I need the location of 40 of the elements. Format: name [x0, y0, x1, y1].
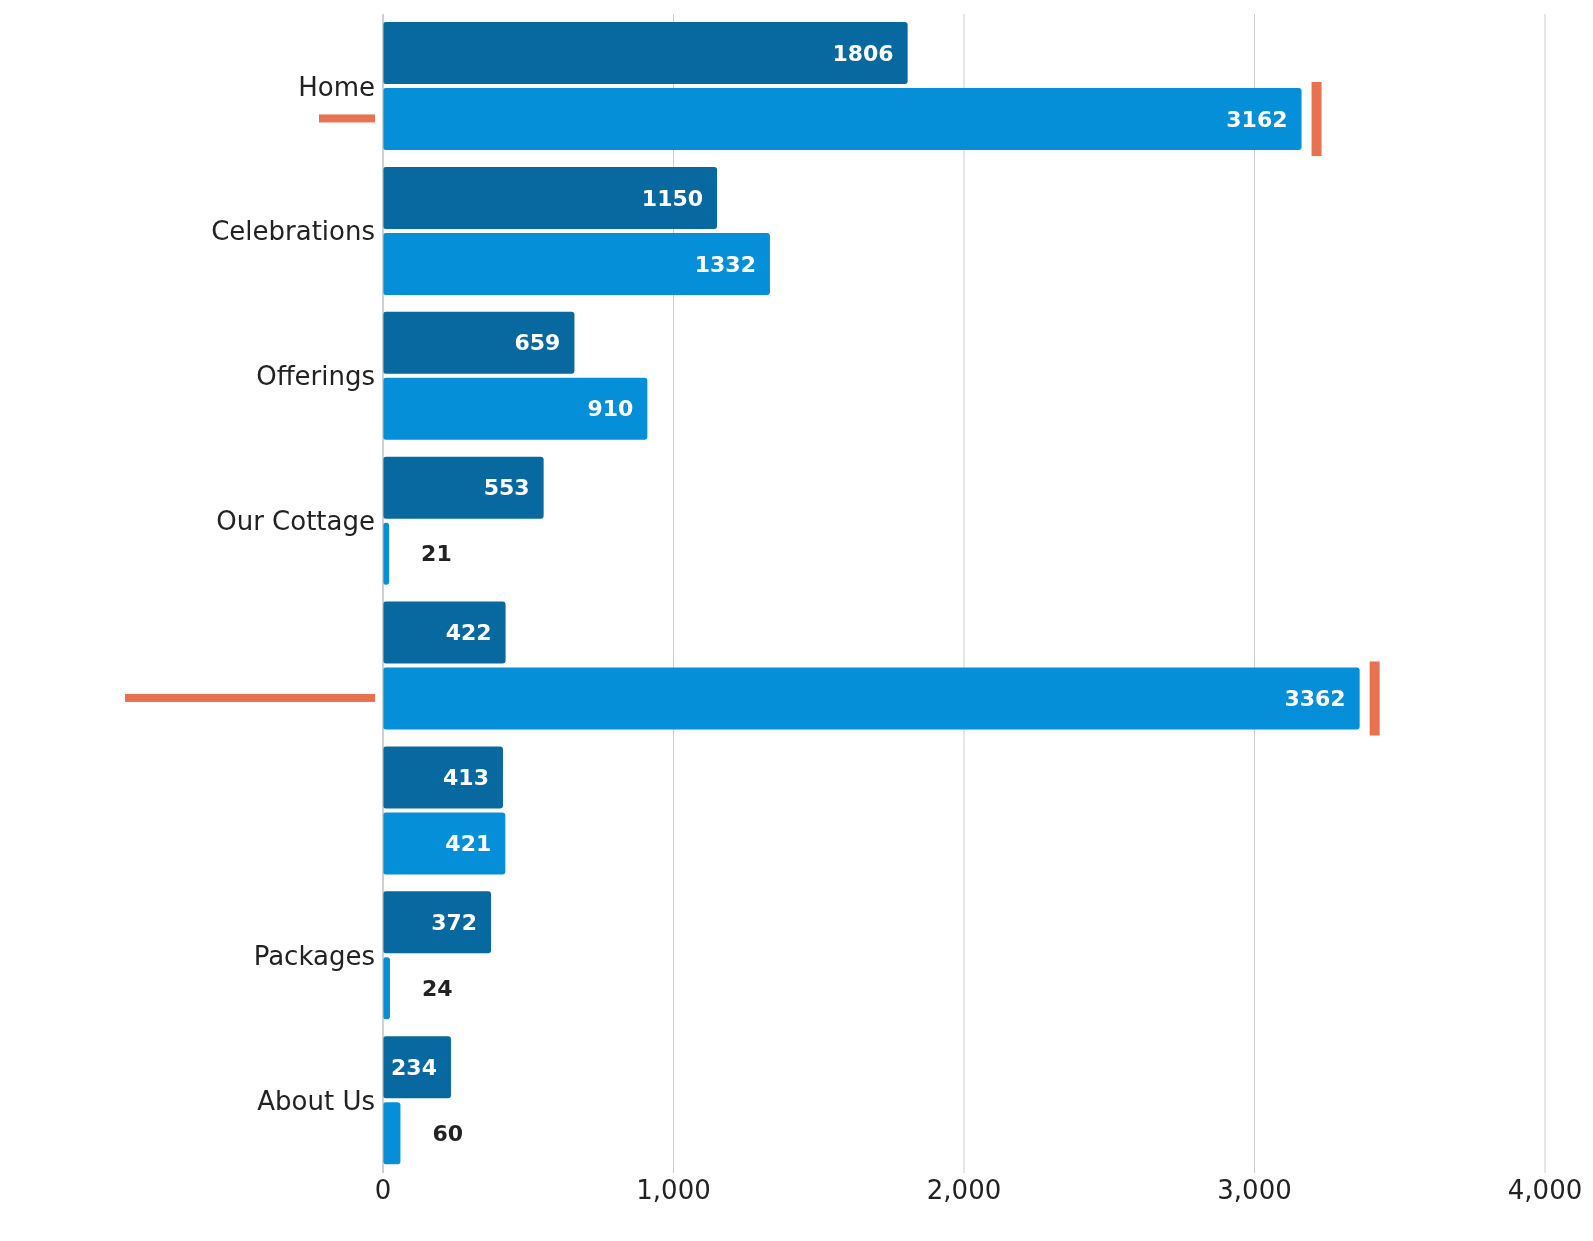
bar: [383, 456, 544, 519]
x-tick-label: 2,000: [926, 1175, 1002, 1206]
data-label: 421: [445, 831, 492, 857]
y-tick-label: Offerings: [256, 361, 375, 392]
y-tick-label: Home: [298, 71, 375, 102]
data-label: 3162: [1226, 106, 1288, 132]
bar: [383, 601, 506, 664]
bar: [383, 891, 492, 954]
y-tick-label: About Us: [257, 1085, 375, 1116]
data-label: 372: [431, 909, 478, 935]
data-label: 234: [391, 1054, 437, 1080]
bar: [383, 812, 506, 875]
bar: [383, 166, 718, 229]
data-label: 1806: [832, 40, 894, 66]
y-tick-label: Packages: [253, 940, 375, 971]
x-tick-label: 0: [374, 1175, 392, 1206]
data-label: 1150: [641, 185, 704, 211]
bar: [383, 311, 575, 374]
x-tick-label: 4,000: [1507, 1175, 1583, 1206]
data-label: 21: [421, 541, 452, 567]
bar: [383, 1102, 401, 1165]
data-label: 422: [445, 620, 492, 646]
data-label: 910: [587, 396, 634, 422]
data-label: 60: [432, 1120, 464, 1146]
bar: [383, 88, 1302, 150]
data-label: 659: [514, 330, 561, 356]
x-tick-label: 3,000: [1217, 1175, 1292, 1206]
bar: [383, 232, 770, 295]
bar: [383, 377, 648, 440]
bar: [383, 746, 503, 809]
bar: [383, 667, 1360, 730]
bar: [383, 22, 908, 84]
data-label: 1332: [694, 251, 756, 277]
y-tick-label: Our Cottage: [216, 506, 375, 537]
y-tick-label: Celebrations: [211, 216, 375, 247]
x-tick-label: 1,000: [636, 1175, 711, 1206]
data-label: 24: [421, 975, 453, 1001]
data-label: 553: [483, 475, 530, 501]
data-label: 3362: [1284, 686, 1346, 712]
data-label: 413: [443, 765, 489, 791]
